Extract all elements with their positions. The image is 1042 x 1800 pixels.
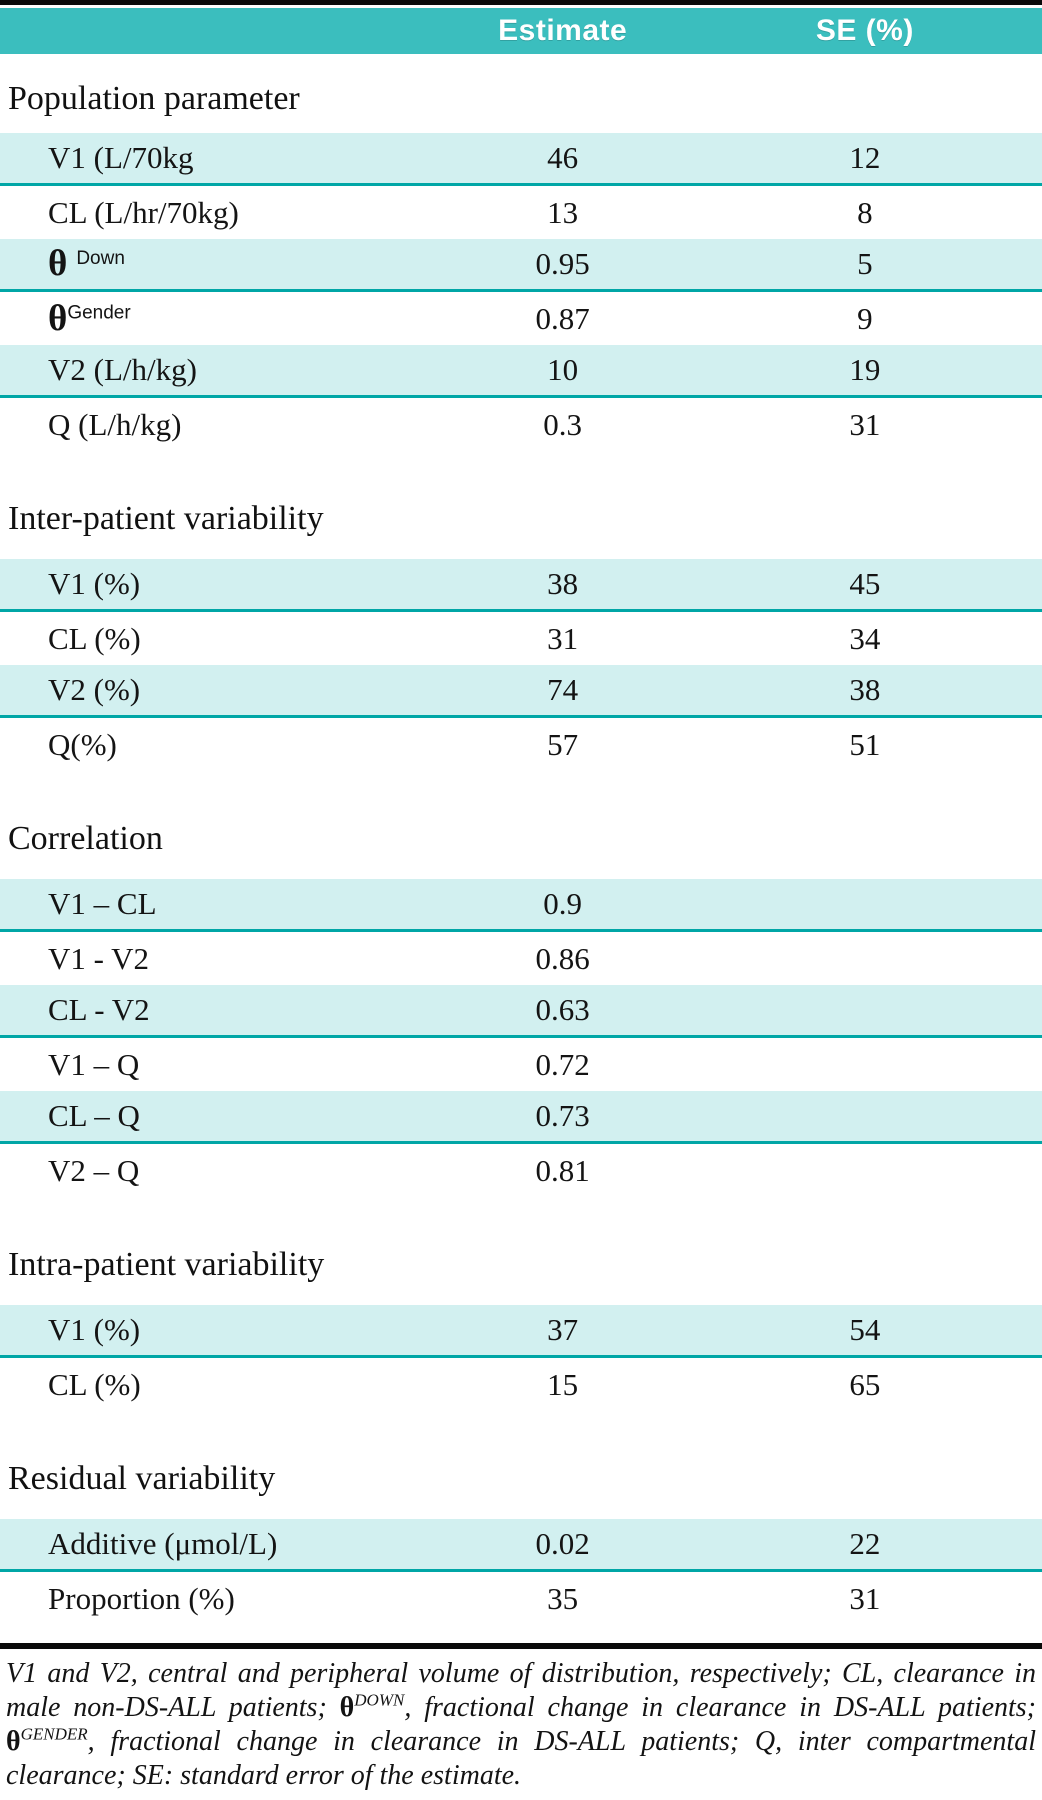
table-row: θGender 0.87 9 — [0, 292, 1042, 345]
row-label: V1 (L/70kg — [48, 140, 194, 175]
footnote-theta-symbol: θ — [6, 1726, 21, 1757]
row-label: V1 – CL — [48, 886, 157, 921]
section-heading: Population parameter — [8, 80, 300, 117]
se-value: 31 — [849, 406, 881, 442]
estimate-value: 10 — [547, 352, 579, 387]
estimate-value: 35 — [547, 1580, 579, 1616]
row-label-superscript: Gender — [67, 302, 131, 324]
row-label: Q (L/h/kg) — [48, 406, 182, 442]
estimate-value: 74 — [547, 672, 579, 707]
section-heading: Intra-patient variability — [8, 1246, 325, 1283]
footnote-theta-symbol: θ — [339, 1692, 355, 1723]
theta-symbol: θ — [48, 297, 68, 339]
estimate-value: 38 — [547, 566, 579, 601]
estimate-value: 0.3 — [543, 406, 583, 442]
estimate-value: 0.02 — [535, 1526, 590, 1561]
section-heading: Inter-patient variability — [8, 500, 324, 537]
footnote-text: , fractional change in clearance in DS-A… — [6, 1726, 1036, 1791]
table-header-bar: Estimate SE (%) — [0, 8, 1042, 54]
column-header-estimate: Estimate — [498, 14, 628, 47]
se-value: 38 — [849, 672, 881, 707]
estimate-value: 37 — [547, 1312, 579, 1347]
estimate-value: 13 — [547, 194, 579, 230]
se-value: 45 — [849, 566, 881, 601]
row-label: V2 (%) — [48, 672, 141, 707]
section-heading: Correlation — [8, 820, 163, 857]
table-row: V2 (%) 74 38 — [0, 665, 1042, 718]
se-value: 19 — [849, 352, 881, 387]
se-value: 5 — [857, 246, 873, 281]
table-row: V2 (L/h/kg) 10 19 — [0, 345, 1042, 398]
table-row: CL - V2 0.63 — [0, 985, 1042, 1038]
row-label: V1 (%) — [48, 566, 141, 601]
estimate-value: 0.81 — [535, 1152, 590, 1188]
estimate-value: 0.95 — [535, 246, 590, 281]
row-label: CL - V2 — [48, 992, 150, 1027]
row-label: θ Down — [0, 245, 417, 283]
table-row: V1 (%) 38 45 — [0, 559, 1042, 612]
estimate-value: 15 — [547, 1366, 579, 1402]
section-heading: Residual variability — [8, 1460, 276, 1497]
table-row: V1 (L/70kg 46 12 — [0, 133, 1042, 186]
footnote-text: V1 and V2, central and peripheral volume… — [6, 1658, 1036, 1723]
table-row: Q (L/h/kg) 0.3 31 — [0, 398, 1042, 451]
table-row: V1 (%) 37 54 — [0, 1305, 1042, 1358]
se-value: 65 — [849, 1366, 881, 1402]
row-label: V2 – Q — [48, 1152, 140, 1188]
row-label-superscript: Down — [76, 247, 125, 269]
footnote-superscript: GENDER — [20, 1724, 88, 1744]
table-row: V2 – Q 0.81 — [0, 1144, 1042, 1197]
estimate-value: 0.9 — [543, 886, 583, 921]
table-row: Q(%) 57 51 — [0, 718, 1042, 771]
row-label: θGender — [0, 300, 417, 338]
row-label: Q(%) — [48, 726, 117, 762]
se-value: 51 — [849, 726, 881, 762]
table-row: V1 – Q 0.72 — [0, 1038, 1042, 1091]
row-label: Proportion (%) — [48, 1580, 235, 1616]
se-value: 31 — [849, 1580, 881, 1616]
table-row: CL – Q 0.73 — [0, 1091, 1042, 1144]
estimate-value: 57 — [547, 726, 579, 762]
se-value: 34 — [849, 620, 881, 656]
row-label: V2 (L/h/kg) — [48, 352, 197, 387]
row-label: CL (L/hr/70kg) — [48, 194, 239, 230]
row-label: V1 - V2 — [48, 940, 150, 976]
se-value: 8 — [857, 194, 873, 230]
row-label: CL (%) — [48, 1366, 141, 1402]
estimate-value: 0.72 — [535, 1046, 590, 1082]
estimate-value: 0.63 — [535, 992, 590, 1027]
estimate-value: 0.86 — [535, 940, 590, 976]
row-label: V1 – Q — [48, 1046, 140, 1082]
table-row: V1 – CL 0.9 — [0, 879, 1042, 932]
row-label: CL – Q — [48, 1098, 140, 1133]
estimate-value: 0.87 — [535, 300, 590, 336]
table-row: CL (%) 15 65 — [0, 1358, 1042, 1411]
column-header-se: SE (%) — [815, 14, 914, 47]
footnote-text: , fractional change in clearance in DS-A… — [404, 1692, 1036, 1723]
footnote-rule — [0, 1643, 1042, 1649]
se-value: 12 — [849, 140, 881, 175]
table-row: Proportion (%) 35 31 — [0, 1572, 1042, 1625]
row-label: Additive (μmol/L) — [48, 1526, 278, 1561]
table-row: V1 - V2 0.86 — [0, 932, 1042, 985]
footnote-superscript: DOWN — [354, 1690, 405, 1710]
estimate-value: 46 — [547, 140, 579, 175]
table-row: CL (L/hr/70kg) 13 8 — [0, 186, 1042, 239]
table-row: Additive (μmol/L) 0.02 22 — [0, 1519, 1042, 1572]
row-label: CL (%) — [48, 620, 141, 656]
table-row: CL (%) 31 34 — [0, 612, 1042, 665]
estimate-value: 31 — [547, 620, 579, 656]
table-row: θ Down 0.95 5 — [0, 239, 1042, 292]
table-body: Population parameter V1 (L/70kg 46 12 CL (L/… — [0, 77, 1042, 1625]
se-value: 22 — [849, 1526, 881, 1561]
top-rule — [0, 0, 1042, 5]
table-footnote: V1 and V2, central and peripheral volume… — [6, 1657, 1036, 1793]
se-value: 9 — [857, 300, 873, 336]
theta-symbol: θ — [48, 243, 68, 284]
row-label: V1 (%) — [48, 1312, 141, 1347]
se-value: 54 — [849, 1312, 881, 1347]
estimate-value: 0.73 — [535, 1098, 590, 1133]
